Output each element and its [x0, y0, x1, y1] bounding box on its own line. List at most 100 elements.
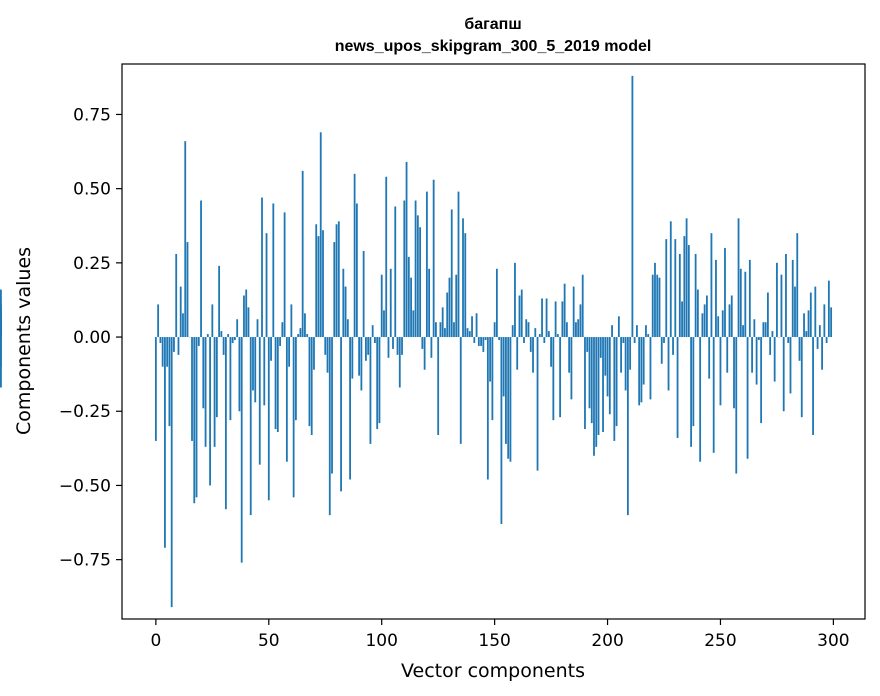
bar-7: [170, 337, 173, 608]
bar-36: [236, 319, 239, 338]
bar-undefined: [0, 337, 2, 388]
bar-262: [746, 337, 749, 459]
bar-215: [640, 337, 643, 403]
bar-155: [505, 337, 507, 444]
bar-58: [285, 337, 288, 462]
bar-9: [175, 253, 178, 338]
bar-252: [724, 248, 726, 338]
bar-264: [751, 337, 753, 373]
bar-131: [450, 209, 453, 338]
y-axis: −0.75 −0.50 −0.25 0.00 0.25 0.50 0.75: [59, 105, 122, 571]
x-axis: 0 50 100 150 200 250 300: [150, 619, 850, 651]
bar-79: [333, 242, 336, 338]
bar-133: [455, 274, 458, 338]
bar-254: [728, 304, 731, 338]
bar-35: [234, 337, 236, 341]
bar-31: [224, 337, 227, 510]
bar-69: [310, 337, 313, 435]
bar-46: [258, 337, 261, 465]
bar-243: [703, 304, 706, 338]
bar-201: [608, 337, 611, 415]
bar-16: [191, 337, 193, 441]
bar-123: [432, 179, 435, 338]
bar-17: [193, 337, 196, 504]
bar-130: [448, 277, 451, 338]
bar-107: [396, 337, 399, 355]
bar-3: [161, 337, 164, 367]
bar-165: [527, 322, 530, 338]
bar-217: [645, 325, 647, 338]
bar-91: [360, 337, 363, 391]
bar-4: [164, 337, 166, 548]
bar-110: [403, 200, 406, 338]
bar-216: [642, 337, 645, 385]
bar-105: [392, 337, 394, 349]
bar-62: [294, 337, 297, 421]
bar-149: [491, 337, 494, 421]
bar-114: [412, 310, 415, 338]
bar-72: [317, 236, 320, 338]
bar-245: [708, 337, 711, 379]
bar-204: [615, 337, 618, 427]
bar-43: [252, 337, 254, 391]
bar-100: [380, 274, 383, 338]
bar-273: [771, 331, 774, 338]
x-tick-label: 300: [817, 631, 849, 651]
bar-132: [453, 322, 455, 338]
x-axis-label: Vector components: [401, 660, 585, 682]
bar-200: [606, 337, 609, 397]
bar-233: [681, 301, 683, 338]
bar-181: [563, 283, 566, 338]
bar-205: [617, 316, 620, 338]
x-tick-label: 100: [365, 631, 397, 651]
bar-70: [313, 337, 315, 370]
bar-213: [636, 325, 638, 338]
bar-195: [595, 337, 598, 447]
bar-14: [186, 242, 189, 338]
bar-272: [769, 337, 772, 355]
bar-173: [545, 298, 548, 338]
bar-277: [780, 274, 783, 338]
bar-8: [173, 337, 175, 352]
bars-group: [0, 75, 833, 608]
bar-142: [475, 313, 478, 338]
bar-232: [678, 253, 681, 338]
y-tick-label: 0.50: [73, 180, 111, 200]
bar-176: [552, 337, 555, 421]
bar-229: [672, 337, 674, 355]
bar-13: [184, 141, 187, 338]
bar-211: [631, 75, 634, 338]
bar-117: [419, 227, 422, 338]
bar-185: [572, 286, 575, 338]
bar-266: [755, 337, 758, 385]
bar-84: [344, 286, 347, 338]
bar-282: [791, 259, 794, 338]
bar-174: [547, 331, 550, 338]
bar-122: [430, 337, 433, 358]
bar-275: [776, 262, 778, 338]
bar-156: [507, 337, 510, 459]
bar-95: [369, 337, 372, 444]
bar-193: [590, 337, 593, 424]
bar-124: [435, 322, 437, 338]
y-tick-label: 0.00: [73, 328, 111, 348]
bar-202: [611, 325, 613, 338]
bar-296: [823, 304, 826, 338]
bar-undefined: [0, 304, 2, 338]
bar-274: [773, 337, 776, 382]
y-tick-label: −0.25: [59, 402, 111, 422]
bar-97: [374, 337, 376, 343]
bar-290: [809, 292, 812, 338]
bar-129: [446, 292, 449, 338]
y-tick-label: 0.75: [73, 105, 111, 125]
bar-23: [206, 334, 209, 338]
bar-125: [437, 337, 440, 435]
y-tick-label: 0.25: [73, 254, 111, 274]
bar-109: [401, 337, 403, 355]
bar-136: [462, 218, 464, 338]
bar-249: [717, 316, 720, 338]
bar-198: [602, 337, 604, 433]
bar-67: [306, 334, 309, 338]
bar-227: [667, 337, 670, 391]
